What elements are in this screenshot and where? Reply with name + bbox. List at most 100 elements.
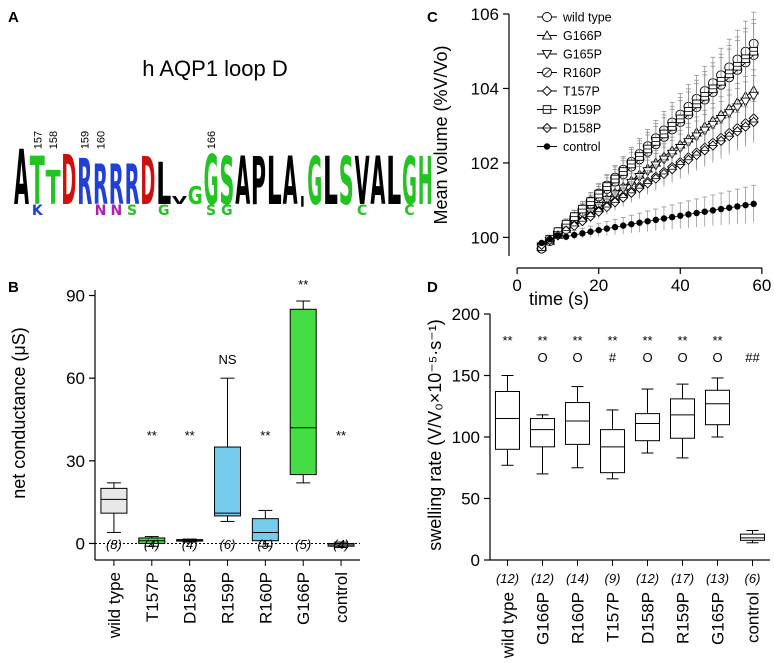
panel-b-y-axis-title: net conductance (μS) <box>9 327 29 498</box>
panel-c-marker <box>677 212 684 219</box>
panel-b-category-label: control <box>332 572 351 623</box>
panel-c-y-tick-label: 100 <box>471 228 499 247</box>
panel-b-box <box>214 446 241 517</box>
panel-c-marker <box>554 232 562 239</box>
panel-c-marker <box>742 201 749 209</box>
panel-d-category-label: R159P <box>674 592 693 644</box>
panel-d-y-axis-title: swelling rate (V/V₀×10⁻⁵·s⁻¹) <box>425 319 445 551</box>
panel-d-y-tick-label: 150 <box>452 367 480 386</box>
panel-c-x-axis-title: time (s) <box>529 289 589 309</box>
logo-minor-letter: K <box>32 203 44 219</box>
panel-d-box <box>705 389 730 426</box>
panel-b-category-label: R160P <box>256 572 275 624</box>
panel-c-marker <box>732 103 743 113</box>
logo-letter: H <box>418 143 433 220</box>
panel-c-marker <box>562 233 570 240</box>
panel-d-box <box>635 413 660 442</box>
panel-d-box <box>565 402 590 445</box>
panel-d-significance-2: # <box>609 350 617 365</box>
panel-b-chart: 0 30 60 90 (8) wild type ** (4) T157P ** (4) D158P N… <box>66 277 360 639</box>
logo-minor-letter: C <box>357 203 367 219</box>
panel-c-marker <box>685 211 692 218</box>
panel-d-significance-2: O <box>572 350 582 365</box>
panel-c-marker-slash <box>543 69 551 76</box>
panel-b-category-label: T157P <box>143 572 162 622</box>
logo-letter: V <box>355 143 370 220</box>
logo-letter: L <box>386 143 401 220</box>
logo-position-number: 160 <box>96 131 108 149</box>
panel-c-marker <box>644 218 651 225</box>
panel-b-significance: ** <box>185 428 195 443</box>
panel-d-n-label: (12) <box>636 571 659 586</box>
logo-letter: A <box>370 143 385 220</box>
logo-letter: G <box>402 143 417 220</box>
panel-b-n-label: (8) <box>106 537 122 552</box>
panel-b-y-tick-label: 30 <box>66 452 85 471</box>
logo-letter: S <box>339 143 354 220</box>
panel-d-significance-2: O <box>537 350 547 365</box>
panel-d-significance-2: O <box>642 350 652 365</box>
panel-d-y-tick-label: 50 <box>461 490 480 509</box>
panel-c-marker <box>717 205 725 213</box>
panel-b-category-label: R159P <box>219 572 238 624</box>
panel-c-y-tick-label: 102 <box>471 154 499 173</box>
panel-c-legend-label: G165P <box>563 48 602 62</box>
panel-c-marker <box>541 85 553 97</box>
panel-b-n-label: (5) <box>295 537 311 552</box>
panel-b-category-label: G166P <box>294 572 313 625</box>
panel-d-y-tick-label: 200 <box>452 305 480 324</box>
panel-d-category-label: G165P <box>709 592 728 645</box>
panel-c-marker <box>740 97 751 108</box>
panel-d-significance: ** <box>537 333 547 348</box>
logo-letter: R <box>77 147 92 220</box>
panel-d-n-label: (17) <box>671 571 694 586</box>
panel-c-marker <box>595 226 602 234</box>
panel-c-legend-label: R159P <box>563 103 601 117</box>
panel-b-category-label: D158P <box>181 572 200 624</box>
panel-d-y-tick-label: 100 <box>452 428 480 447</box>
panel-d-box <box>600 429 625 474</box>
logo-minor-letter: S <box>127 203 137 219</box>
panel-c-legend-label: G166P <box>563 29 602 43</box>
panel-d-box <box>495 390 520 450</box>
panel-c-marker <box>636 219 643 226</box>
panel-b-n-label: (4) <box>182 537 198 552</box>
panel-d-label: D <box>427 279 438 296</box>
logo-letter: L <box>156 151 171 218</box>
panel-c-marker <box>723 109 735 119</box>
logo-letter: A <box>235 143 250 220</box>
logo-letter: A <box>14 134 29 222</box>
logo-letter: T <box>46 162 61 216</box>
sequence-logo: A T T D R R R R D L V G G S A P L A | G L S V A L G HK N N S G S G C C <box>14 134 433 222</box>
panel-b-significance: ** <box>298 277 308 292</box>
panel-a-label: A <box>8 9 19 26</box>
panel-d-significance: ** <box>712 333 722 348</box>
panel-d-significance-2: O <box>712 350 722 365</box>
panel-b-n-label: (6) <box>220 537 236 552</box>
panel-c-label: C <box>427 9 438 26</box>
panel-d-significance-2: O <box>677 350 687 365</box>
logo-letter: R <box>93 154 108 218</box>
panel-c-legend-label: D158P <box>563 122 601 136</box>
panel-c-marker <box>734 203 741 210</box>
panel-c-x-tick-label: 60 <box>752 276 771 295</box>
logo-minor-letter: C <box>404 203 414 219</box>
panel-c-marker <box>538 239 545 247</box>
panel-d-significance: ** <box>502 333 512 348</box>
panel-c-marker <box>660 215 668 222</box>
panel-d-n-label: (12) <box>531 571 554 586</box>
panel-d-box <box>670 398 695 439</box>
panel-d-category-label: control <box>744 592 763 643</box>
panel-d-n-label: (9) <box>605 571 621 586</box>
panel-d-category-label: G166P <box>534 592 553 645</box>
panel-d-n-label: (12) <box>496 571 519 586</box>
panel-c-marker <box>603 225 611 232</box>
panel-c-x-tick-label: 40 <box>671 276 690 295</box>
panel-b-category-label: wild type <box>105 572 124 639</box>
panel-d-category-label: R160P <box>569 592 588 644</box>
panel-d-box <box>530 418 555 448</box>
logo-title: h AQP1 loop D <box>142 56 288 81</box>
panel-c-legend: wild type G166P G165P R160P T157P R159P D158P c… <box>537 11 612 154</box>
panel-b-box <box>289 308 317 476</box>
